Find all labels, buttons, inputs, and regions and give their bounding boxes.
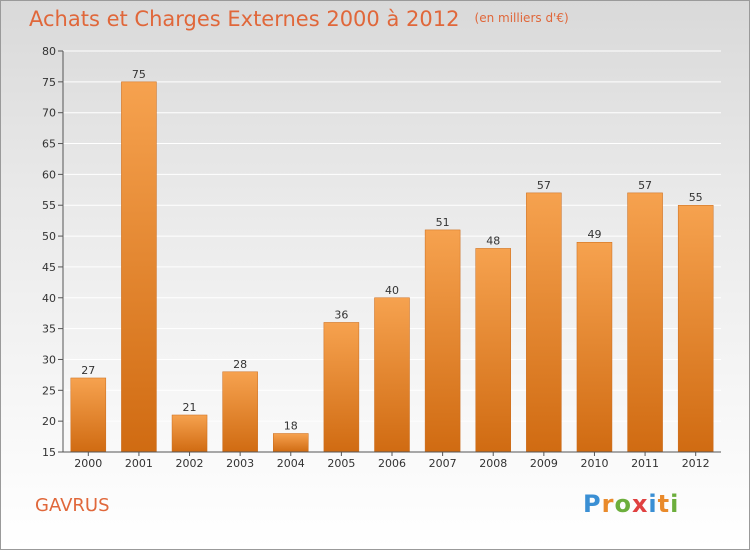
data-label: 40: [385, 284, 399, 297]
data-label: 21: [183, 401, 197, 414]
data-label: 27: [81, 364, 95, 377]
x-tick-label: 2002: [176, 457, 204, 470]
title-row: Achats et Charges Externes 2000 à 2012 (…: [29, 7, 569, 31]
y-tick-label: 60: [42, 168, 56, 181]
bar: [273, 433, 309, 453]
x-axis: 2000 2001 2002 2003 2004 2005 2006 2007 2008 2009…: [63, 451, 721, 470]
logo-letter: i: [648, 490, 658, 518]
y-tick-label: 75: [42, 76, 56, 89]
bar: [475, 248, 511, 453]
proxiti-logo: Proxiti: [583, 490, 679, 518]
x-tick-label: 2010: [580, 457, 608, 470]
data-label: 28: [233, 358, 247, 371]
y-tick-label: 30: [42, 353, 56, 366]
x-tick-label: 2001: [125, 457, 153, 470]
bar: [424, 229, 461, 453]
commune-name: GAVRUS: [35, 495, 110, 516]
bar: [627, 192, 663, 453]
logo-letter: i: [670, 490, 680, 518]
bar: [222, 371, 258, 453]
x-tick-label: 2005: [327, 457, 355, 470]
y-axis: 15 20 25 30 35 40 45 50 55 60 65 70 75 80: [42, 45, 64, 459]
x-tick-label: 2004: [277, 457, 305, 470]
y-tick-label: 70: [42, 107, 56, 120]
x-tick-label: 2007: [429, 457, 457, 470]
data-label: 55: [689, 191, 703, 204]
data-label: 18: [284, 419, 298, 432]
y-tick-label: 25: [42, 384, 56, 397]
logo-letter: P: [583, 490, 602, 518]
chart-title: Achats et Charges Externes 2000 à 2012: [29, 7, 460, 31]
x-tick-label: 2008: [479, 457, 507, 470]
x-tick-label: 2009: [530, 457, 558, 470]
x-tick-label: 2000: [74, 457, 102, 470]
logo-letter: o: [614, 490, 632, 518]
y-tick-label: 35: [42, 323, 56, 336]
y-tick-label: 45: [42, 261, 56, 274]
y-tick-label: 15: [42, 446, 56, 459]
y-tick-label: 55: [42, 199, 56, 212]
y-tick-label: 80: [42, 45, 56, 58]
logo-letter: t: [657, 490, 671, 518]
y-tick-label: 50: [42, 230, 56, 243]
chart-subtitle: (en milliers d'€): [474, 11, 569, 25]
data-label: 57: [638, 179, 652, 192]
data-label: 36: [334, 308, 348, 321]
x-tick-label: 2006: [378, 457, 406, 470]
y-tick-label: 20: [42, 415, 56, 428]
bar: [70, 377, 107, 453]
bar: [121, 81, 157, 453]
y-tick-label: 65: [42, 138, 56, 151]
data-label: 57: [537, 179, 551, 192]
y-tick-label: 40: [42, 292, 56, 305]
bar: [323, 322, 360, 453]
data-label: 75: [132, 68, 146, 81]
data-label: 51: [436, 216, 450, 229]
bar: [171, 414, 208, 453]
bar: [576, 241, 613, 453]
x-tick-label: 2012: [682, 457, 710, 470]
bar: [677, 204, 714, 453]
data-label: 49: [587, 228, 601, 241]
bar: [374, 297, 410, 453]
data-label: 48: [486, 234, 500, 247]
data-labels: 27 75 21 28 18 36 40 51 48 57 49 57 55: [81, 68, 702, 433]
bars: [70, 81, 714, 453]
logo-letter: x: [631, 490, 649, 518]
x-tick-label: 2011: [631, 457, 659, 470]
logo-letter: r: [601, 490, 615, 518]
bar: [526, 192, 562, 453]
x-tick-label: 2003: [226, 457, 254, 470]
